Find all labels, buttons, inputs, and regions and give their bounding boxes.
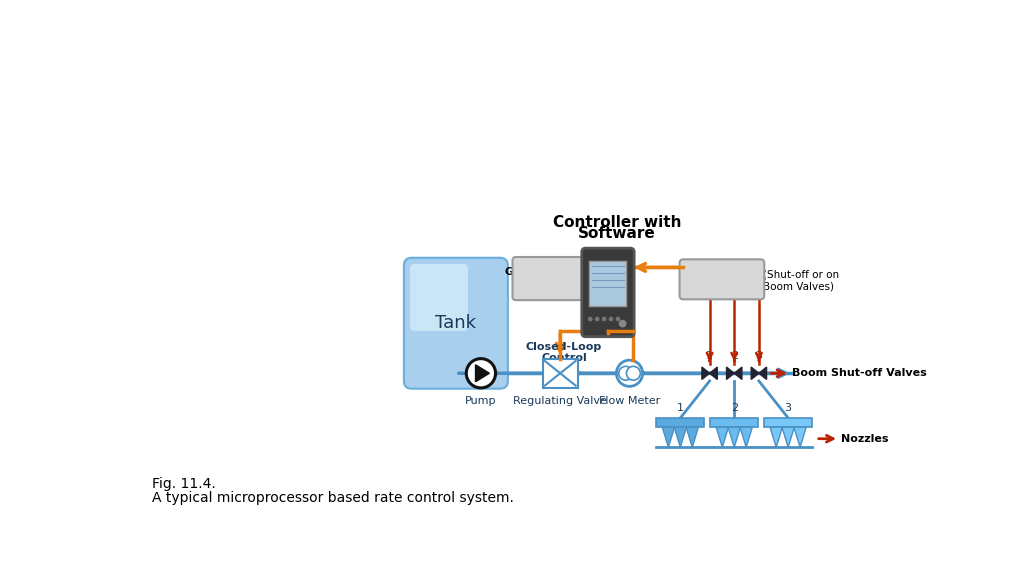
Circle shape: [588, 317, 593, 321]
Polygon shape: [710, 367, 717, 380]
Text: 3: 3: [756, 351, 763, 361]
Text: Ground Speed
Sensor: Ground Speed Sensor: [505, 267, 594, 290]
Circle shape: [616, 360, 643, 386]
Circle shape: [608, 317, 613, 321]
Polygon shape: [727, 367, 734, 380]
Text: 1: 1: [707, 351, 713, 361]
FancyBboxPatch shape: [410, 264, 468, 331]
Text: Closed-Loop
Control: Closed-Loop Control: [526, 342, 602, 363]
Circle shape: [466, 359, 496, 388]
Text: Controller with: Controller with: [553, 215, 681, 230]
Circle shape: [615, 317, 621, 321]
Polygon shape: [740, 427, 753, 447]
Text: Switch Box: Switch Box: [683, 273, 761, 286]
Polygon shape: [701, 367, 710, 380]
Bar: [711, 418, 758, 427]
FancyBboxPatch shape: [403, 258, 508, 389]
Bar: [656, 418, 705, 427]
Polygon shape: [674, 427, 686, 447]
Circle shape: [618, 366, 633, 380]
Polygon shape: [759, 367, 767, 380]
Circle shape: [627, 366, 640, 380]
Text: 2: 2: [731, 351, 738, 361]
Polygon shape: [716, 427, 728, 447]
Circle shape: [602, 317, 606, 321]
FancyBboxPatch shape: [543, 359, 578, 388]
FancyBboxPatch shape: [582, 248, 634, 337]
Polygon shape: [728, 427, 740, 447]
Text: Pump: Pump: [465, 396, 497, 407]
Polygon shape: [686, 427, 698, 447]
Polygon shape: [663, 427, 675, 447]
FancyBboxPatch shape: [680, 259, 764, 300]
Polygon shape: [782, 427, 795, 447]
Text: 2: 2: [731, 403, 738, 414]
Text: Nozzles: Nozzles: [842, 434, 889, 444]
Text: Flow Meter: Flow Meter: [599, 396, 660, 407]
Text: 1: 1: [677, 403, 684, 414]
Text: Fig. 11.4.: Fig. 11.4.: [153, 478, 216, 491]
Polygon shape: [734, 367, 742, 380]
FancyBboxPatch shape: [590, 262, 627, 306]
Text: Regulating Valve: Regulating Valve: [513, 396, 607, 407]
Text: Software: Software: [579, 226, 656, 241]
Text: 3: 3: [784, 403, 792, 414]
Text: (Shut-off or on
Boom Valves): (Shut-off or on Boom Valves): [763, 270, 839, 291]
Polygon shape: [752, 367, 759, 380]
Text: Tank: Tank: [435, 314, 476, 332]
Circle shape: [618, 320, 627, 327]
Text: Boom Shut-off Valves: Boom Shut-off Valves: [792, 368, 927, 378]
FancyBboxPatch shape: [512, 257, 587, 300]
Circle shape: [595, 317, 599, 321]
Polygon shape: [475, 365, 489, 382]
Polygon shape: [794, 427, 806, 447]
Text: A typical microprocessor based rate control system.: A typical microprocessor based rate cont…: [153, 491, 514, 505]
Bar: [764, 418, 812, 427]
Polygon shape: [770, 427, 782, 447]
